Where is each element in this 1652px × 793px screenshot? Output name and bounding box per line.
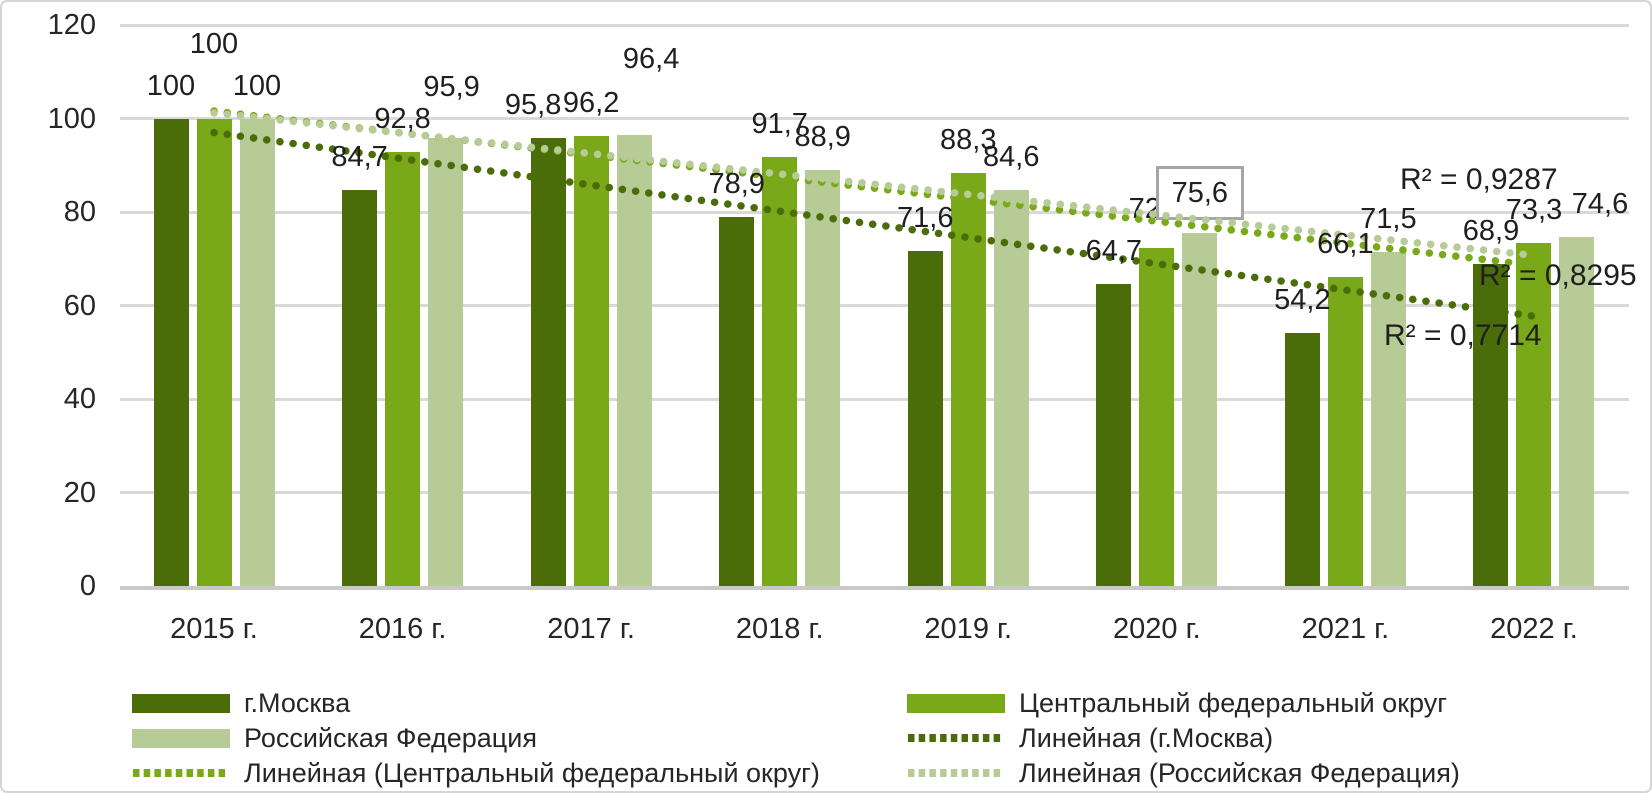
- bar-rf-2018[interactable]: [805, 170, 841, 586]
- gridline-40: [120, 397, 1629, 401]
- r2-label-2: R² = 0,7714: [1384, 319, 1542, 352]
- x-axis-label-2017: 2017 г.: [547, 613, 635, 645]
- legend-dotted-line-cfo: [133, 769, 229, 777]
- legend-dotted-line-moscow: [908, 734, 1004, 742]
- x-axis-label-2015: 2015 г.: [170, 613, 258, 645]
- data-label-moscow-2015: 100: [146, 69, 196, 102]
- bar-moscow-2017[interactable]: [530, 138, 566, 586]
- bar-cfo-2021[interactable]: [1327, 276, 1363, 586]
- bar-moscow-2015[interactable]: [153, 118, 189, 586]
- bar-cfo-2020[interactable]: [1139, 247, 1175, 586]
- legend-item-moscow-trend[interactable]: Линейная (г.Москва): [907, 721, 1273, 755]
- x-axis-label-2021: 2021 г.: [1301, 613, 1390, 645]
- chart-legend: г.Москва Российская Федерация Линейная (Це…: [2, 682, 1650, 791]
- bar-cfo-2015[interactable]: [196, 118, 232, 586]
- y-axis-tick-label-60: 60: [63, 289, 96, 322]
- data-label-rf-2018: 88,9: [794, 121, 851, 154]
- data-label-moscow-2017: 95,8: [504, 89, 562, 122]
- legend-label: Линейная (Центральный федеральный округ): [244, 758, 820, 788]
- data-label-cfo-2015: 100: [189, 27, 239, 60]
- bar-cfo-2017[interactable]: [573, 136, 609, 586]
- x-axis-label-2016: 2016 г.: [358, 613, 447, 645]
- selected-data-label-box[interactable]: 75,6: [1155, 166, 1244, 220]
- legend-item-rf-trend[interactable]: Линейная (Российская Федерация): [907, 756, 1460, 790]
- legend-item-rf[interactable]: Российская Федерация: [132, 721, 537, 755]
- data-label-rf-2016: 95,9: [423, 70, 480, 103]
- y-axis-tick-label-20: 20: [63, 476, 96, 509]
- x-axis-label-2018: 2018 г.: [735, 613, 824, 645]
- y-axis-tick-label-80: 80: [63, 196, 96, 228]
- bar-rf-2019[interactable]: [993, 190, 1029, 586]
- y-axis-tick-label-0: 0: [79, 570, 96, 602]
- legend-label: Российская Федерация: [244, 723, 537, 753]
- bar-cfo-2016[interactable]: [385, 152, 421, 586]
- x-axis-label-2020: 2020 г.: [1113, 613, 1201, 645]
- bar-moscow-2016[interactable]: [342, 190, 378, 586]
- legend-label: Линейная (г.Москва): [1019, 723, 1274, 753]
- data-label-rf-2017: 96,4: [622, 43, 680, 76]
- bar-rf-2022[interactable]: [1559, 237, 1595, 586]
- x-axis-line: [120, 586, 1629, 590]
- legend-label: г.Москва: [244, 688, 351, 718]
- bar-rf-2017[interactable]: [616, 135, 652, 586]
- bar-rf-2020[interactable]: [1182, 232, 1218, 586]
- data-label-cfo-2016: 92,8: [374, 103, 431, 136]
- y-axis-tick-label-120: 120: [47, 9, 96, 41]
- legend-label: Линейная (Российская Федерация): [1019, 758, 1460, 788]
- data-label-moscow-2019: 71,6: [897, 202, 954, 235]
- data-label-cfo-2022: 73,3: [1505, 194, 1563, 227]
- y-axis-tick-label-40: 40: [63, 383, 96, 415]
- legend-item-moscow[interactable]: г.Москва: [132, 686, 350, 720]
- legend-label: Центральный федеральный округ: [1019, 688, 1448, 718]
- x-axis-label-2019: 2019 г.: [924, 613, 1013, 645]
- data-label-rf-2021: 71,5: [1360, 202, 1417, 235]
- bar-moscow-2020[interactable]: [1096, 283, 1132, 586]
- legend-dotted-line-rf: [908, 769, 1004, 777]
- bar-cfo-2022[interactable]: [1516, 243, 1552, 586]
- bar-cfo-2019[interactable]: [950, 173, 986, 586]
- data-label-moscow-2020: 64,7: [1085, 234, 1143, 267]
- gridline-120: [120, 23, 1629, 27]
- bar-moscow-2022[interactable]: [1473, 263, 1509, 586]
- r2-label-0: R² = 0,9287: [1400, 163, 1558, 196]
- data-label-cfo-2017: 96,2: [562, 87, 620, 120]
- legend-swatch-moscow: [132, 693, 230, 713]
- r2-label-1: R² = 0,8295: [1479, 259, 1637, 292]
- bar-rf-2015[interactable]: [239, 118, 275, 586]
- x-axis-label-2022: 2022 г.: [1490, 613, 1578, 645]
- data-label-moscow-2018: 78,9: [708, 168, 765, 201]
- bar-cfo-2018[interactable]: [762, 157, 798, 586]
- gridline-20: [120, 491, 1629, 494]
- gridline-100: [120, 117, 1629, 120]
- legend-item-cfo[interactable]: Центральный федеральный округ: [907, 686, 1447, 720]
- data-label-rf-2015: 100: [232, 69, 282, 102]
- bar-moscow-2019[interactable]: [907, 251, 943, 586]
- data-label-rf-2019: 84,6: [983, 141, 1040, 174]
- legend-swatch-cfo: [907, 693, 1005, 713]
- data-label-moscow-2021: 54,2: [1274, 283, 1331, 316]
- legend-swatch-rf: [132, 728, 230, 748]
- y-axis-tick-label-100: 100: [47, 102, 96, 135]
- bar-rf-2016[interactable]: [428, 137, 464, 586]
- bar-moscow-2021[interactable]: [1284, 332, 1320, 586]
- bar-rf-2021[interactable]: [1370, 251, 1406, 586]
- data-label-rf-2022: 74,6: [1571, 188, 1629, 221]
- legend-item-cfo-trend[interactable]: Линейная (Центральный федеральный округ): [132, 756, 820, 790]
- data-label-moscow-2016: 84,7: [331, 141, 388, 174]
- bar-moscow-2018[interactable]: [719, 217, 755, 586]
